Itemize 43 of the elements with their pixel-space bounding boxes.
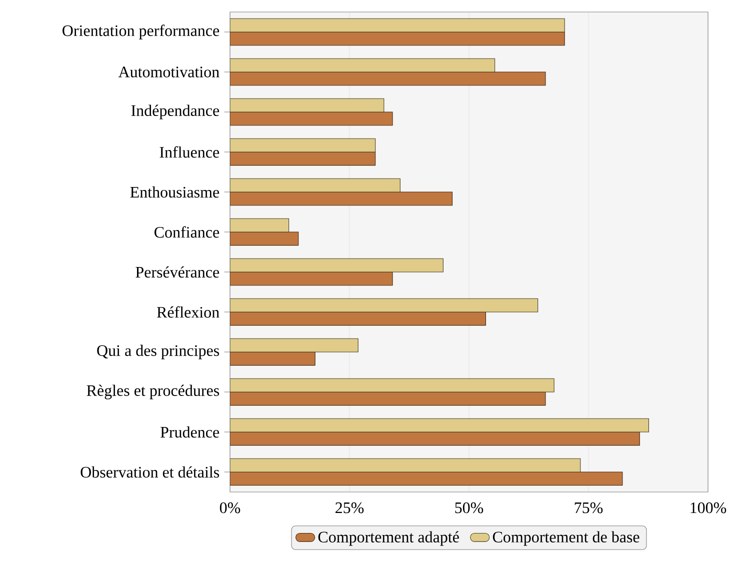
bar — [230, 272, 393, 286]
y-tick-label: Réflexion — [156, 306, 220, 318]
y-tick-label: Qui a des principes — [97, 344, 220, 360]
bar — [230, 178, 400, 192]
y-tick-label: Règles et procédures — [86, 384, 220, 400]
bar — [230, 58, 496, 72]
x-tick-label: 0% — [220, 502, 240, 514]
x-tick-label: 25% — [336, 502, 364, 514]
y-tick-label: Enthousiasme — [130, 186, 220, 198]
y-tick-label: Prudence — [160, 426, 220, 438]
bar — [230, 112, 393, 126]
bar — [230, 338, 358, 352]
y-tick-label: Indépendance — [131, 104, 220, 120]
bar — [230, 32, 565, 46]
legend-label: Comportement adapté — [318, 531, 459, 546]
bar — [230, 312, 486, 326]
bar — [230, 72, 546, 86]
legend-label: Comportement de base — [492, 531, 640, 546]
bar — [230, 432, 640, 446]
x-tick-label: 75% — [574, 502, 603, 514]
bar — [230, 418, 649, 432]
bar — [230, 138, 376, 152]
bar — [230, 392, 546, 406]
bar — [230, 192, 453, 206]
y-tick-label: Automotivation — [118, 66, 220, 78]
bar — [230, 378, 554, 392]
bar — [230, 352, 316, 366]
y-tick-label: Persévérance — [136, 266, 220, 278]
y-tick-label: Orientation performance — [62, 24, 220, 40]
bar — [230, 98, 384, 112]
bar — [230, 18, 565, 32]
bar — [230, 258, 444, 272]
bar — [230, 472, 623, 486]
x-tick-label: 50% — [455, 502, 484, 514]
bar — [230, 232, 299, 246]
y-tick-label: Observation et détails — [80, 466, 220, 478]
bar — [230, 458, 581, 472]
y-tick-label: Confiance — [154, 226, 220, 238]
y-tick-label: Influence — [160, 146, 220, 158]
bar — [230, 218, 290, 232]
bar — [230, 152, 376, 166]
x-tick-label: 100% — [690, 502, 726, 514]
bar — [230, 298, 538, 312]
